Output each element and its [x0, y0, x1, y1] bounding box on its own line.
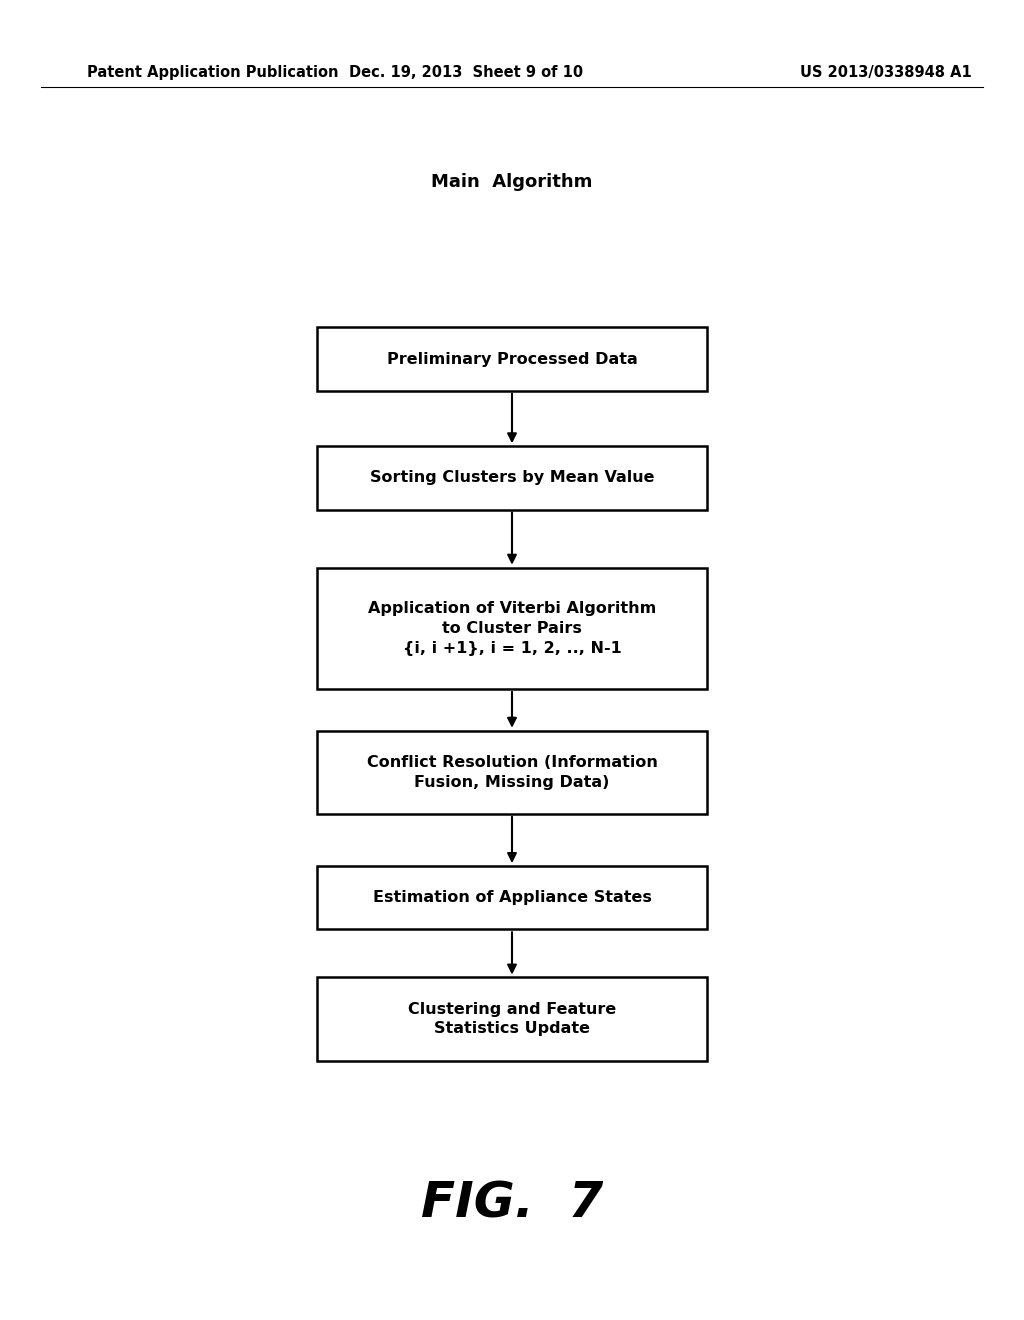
FancyBboxPatch shape	[317, 731, 707, 813]
Text: US 2013/0338948 A1: US 2013/0338948 A1	[800, 65, 972, 81]
Text: Application of Viterbi Algorithm
to Cluster Pairs
{i, i +1}, i = 1, 2, .., N-1: Application of Viterbi Algorithm to Clus…	[368, 601, 656, 656]
Text: FIG.  7: FIG. 7	[421, 1180, 603, 1228]
Text: Clustering and Feature
Statistics Update: Clustering and Feature Statistics Update	[408, 1002, 616, 1036]
Text: Preliminary Processed Data: Preliminary Processed Data	[387, 351, 637, 367]
Text: Dec. 19, 2013  Sheet 9 of 10: Dec. 19, 2013 Sheet 9 of 10	[349, 65, 583, 81]
FancyBboxPatch shape	[317, 327, 707, 391]
Text: Estimation of Appliance States: Estimation of Appliance States	[373, 890, 651, 906]
FancyBboxPatch shape	[317, 866, 707, 929]
Text: Main  Algorithm: Main Algorithm	[431, 173, 593, 191]
Text: Patent Application Publication: Patent Application Publication	[87, 65, 339, 81]
Text: Conflict Resolution (Information
Fusion, Missing Data): Conflict Resolution (Information Fusion,…	[367, 755, 657, 789]
FancyBboxPatch shape	[317, 977, 707, 1061]
FancyBboxPatch shape	[317, 568, 707, 689]
Text: Sorting Clusters by Mean Value: Sorting Clusters by Mean Value	[370, 470, 654, 486]
FancyBboxPatch shape	[317, 446, 707, 510]
